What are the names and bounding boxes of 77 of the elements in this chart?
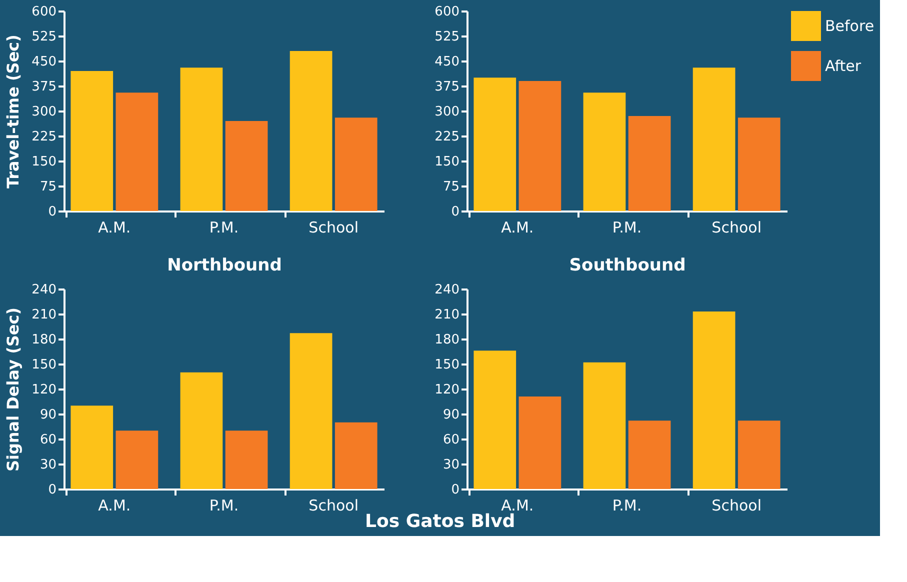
bar bbox=[116, 430, 158, 489]
x-tick-label: School bbox=[308, 218, 358, 236]
y-tick-label: 75 bbox=[40, 180, 56, 194]
y-tick-label: 180 bbox=[434, 332, 460, 348]
x-tick-label: P.M. bbox=[612, 218, 642, 236]
y-tick-label: 75 bbox=[442, 180, 460, 194]
bar bbox=[474, 350, 516, 489]
y-tick-label: 60 bbox=[40, 432, 56, 448]
x-tick-label: School bbox=[308, 496, 358, 514]
legend-label: After bbox=[825, 57, 862, 75]
bar bbox=[180, 68, 223, 211]
y-tick-label: 90 bbox=[40, 408, 56, 422]
x-axis-title: Southbound bbox=[569, 256, 686, 276]
y-axis-title: Signal Delay (Sec) bbox=[4, 307, 23, 472]
y-tick-label: 150 bbox=[32, 154, 56, 170]
y-tick-label: 525 bbox=[434, 30, 460, 44]
y-tick-label: 30 bbox=[40, 458, 56, 472]
bar bbox=[225, 121, 268, 211]
y-tick-label: 450 bbox=[32, 54, 56, 70]
bar bbox=[70, 406, 114, 489]
bar bbox=[474, 78, 516, 211]
bar bbox=[116, 92, 158, 211]
y-tick-label: 120 bbox=[434, 382, 460, 398]
y-tick-label: 225 bbox=[32, 130, 56, 144]
bar bbox=[334, 118, 378, 211]
bar bbox=[70, 71, 114, 211]
x-tick-label: P.M. bbox=[612, 496, 642, 514]
x-tick-label: P.M. bbox=[209, 496, 239, 514]
legend-label: Before bbox=[825, 17, 874, 35]
y-tick-label: 375 bbox=[32, 80, 56, 94]
bar bbox=[628, 116, 671, 211]
y-tick-label: 600 bbox=[32, 4, 56, 20]
y-tick-label: 210 bbox=[32, 308, 56, 322]
y-tick-label: 0 bbox=[48, 482, 56, 498]
y-tick-label: 450 bbox=[434, 54, 460, 70]
y-tick-label: 0 bbox=[48, 204, 56, 220]
y-axis-title: Travel-time (Sec) bbox=[4, 34, 23, 188]
y-tick-label: 120 bbox=[32, 382, 56, 398]
y-tick-label: 150 bbox=[434, 358, 460, 372]
y-tick-label: 150 bbox=[434, 154, 460, 170]
y-tick-label: 240 bbox=[434, 282, 460, 298]
bar bbox=[290, 333, 332, 489]
x-tick-label: A.M. bbox=[98, 496, 131, 514]
x-tick-label: A.M. bbox=[98, 218, 131, 236]
y-tick-label: 150 bbox=[32, 358, 56, 372]
x-axis-title: Northbound bbox=[167, 256, 282, 276]
bar bbox=[692, 68, 736, 211]
y-tick-label: 30 bbox=[442, 458, 460, 472]
bar bbox=[583, 92, 626, 211]
y-tick-label: 600 bbox=[434, 4, 460, 20]
x-tick-label: P.M. bbox=[209, 218, 239, 236]
y-tick-label: 0 bbox=[451, 482, 460, 498]
bar bbox=[518, 81, 562, 211]
y-tick-label: 300 bbox=[434, 104, 460, 120]
bar bbox=[738, 420, 780, 489]
x-tick-label: School bbox=[712, 218, 762, 236]
y-tick-label: 90 bbox=[442, 408, 460, 422]
y-tick-label: 210 bbox=[434, 308, 460, 322]
y-tick-label: 0 bbox=[451, 204, 460, 220]
y-tick-label: 525 bbox=[32, 30, 56, 44]
y-tick-label: 300 bbox=[32, 104, 56, 120]
y-tick-label: 225 bbox=[434, 130, 460, 144]
y-tick-label: 240 bbox=[32, 282, 56, 298]
bar bbox=[180, 372, 223, 489]
bar bbox=[692, 312, 736, 489]
bar bbox=[628, 420, 671, 489]
y-tick-label: 375 bbox=[434, 80, 460, 94]
y-tick-label: 180 bbox=[32, 332, 56, 348]
bar bbox=[583, 362, 626, 489]
bar bbox=[290, 51, 332, 211]
bar bbox=[738, 118, 780, 211]
bar bbox=[334, 422, 378, 489]
y-tick-label: 60 bbox=[442, 432, 460, 448]
x-tick-label: School bbox=[712, 496, 762, 514]
bar bbox=[518, 396, 562, 489]
bar bbox=[225, 430, 268, 489]
x-tick-label: A.M. bbox=[501, 218, 534, 236]
